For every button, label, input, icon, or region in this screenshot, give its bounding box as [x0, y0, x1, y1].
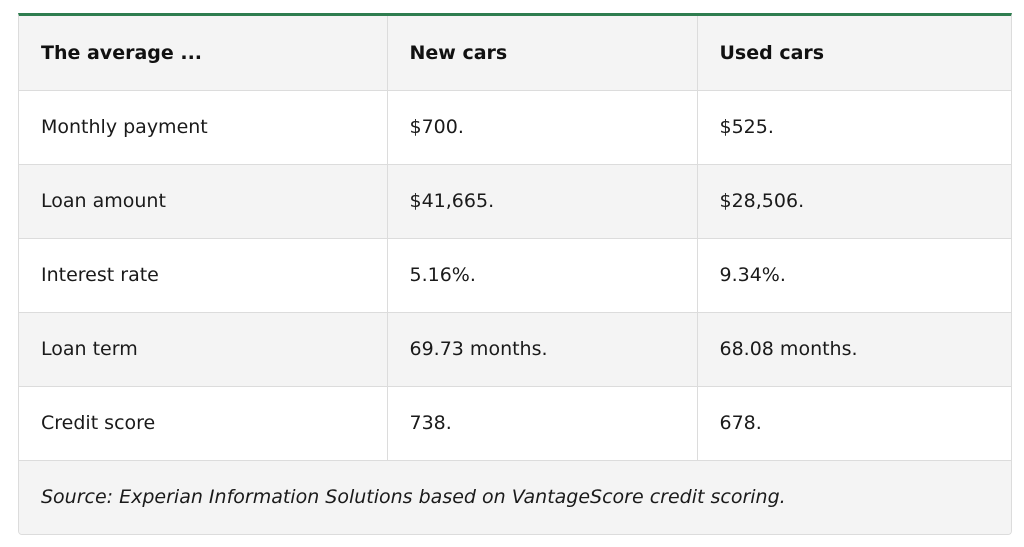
row-label-loan-term: Loan term	[19, 312, 388, 387]
cell-used-loan-amount: $28,506.	[697, 164, 1011, 239]
cell-used-interest-rate: 9.34%.	[697, 238, 1011, 313]
table-row: Loan term 69.73 months. 68.08 months.	[19, 312, 1011, 387]
cell-used-monthly-payment: $525.	[697, 90, 1011, 165]
cell-new-monthly-payment: $700.	[387, 90, 698, 165]
row-label-credit-score: Credit score	[19, 386, 388, 461]
table-header: The average ... New cars Used cars	[19, 16, 1011, 91]
row-label-loan-amount: Loan amount	[19, 164, 388, 239]
auto-loan-comparison-table: The average ... New cars Used cars Month…	[18, 13, 1012, 535]
cell-new-credit-score: 738.	[387, 386, 698, 461]
cell-new-interest-rate: 5.16%.	[387, 238, 698, 313]
source-note: Source: Experian Information Solutions b…	[19, 460, 1011, 534]
footer-row: Source: Experian Information Solutions b…	[19, 460, 1011, 534]
table-footer: Source: Experian Information Solutions b…	[19, 460, 1011, 534]
cell-used-loan-term: 68.08 months.	[697, 312, 1011, 387]
table-row: Monthly payment $700. $525.	[19, 90, 1011, 165]
table-row: Loan amount $41,665. $28,506.	[19, 164, 1011, 239]
table-row: Credit score 738. 678.	[19, 386, 1011, 461]
row-label-monthly-payment: Monthly payment	[19, 90, 388, 165]
data-table: The average ... New cars Used cars Month…	[19, 16, 1011, 534]
cell-new-loan-amount: $41,665.	[387, 164, 698, 239]
cell-used-credit-score: 678.	[697, 386, 1011, 461]
header-row: The average ... New cars Used cars	[19, 16, 1011, 91]
column-header-metric: The average ...	[19, 16, 388, 91]
table-row: Interest rate 5.16%. 9.34%.	[19, 238, 1011, 313]
cell-new-loan-term: 69.73 months.	[387, 312, 698, 387]
row-label-interest-rate: Interest rate	[19, 238, 388, 313]
column-header-new-cars: New cars	[387, 16, 698, 91]
table-body: Monthly payment $700. $525. Loan amount …	[19, 90, 1011, 461]
column-header-used-cars: Used cars	[697, 16, 1011, 91]
